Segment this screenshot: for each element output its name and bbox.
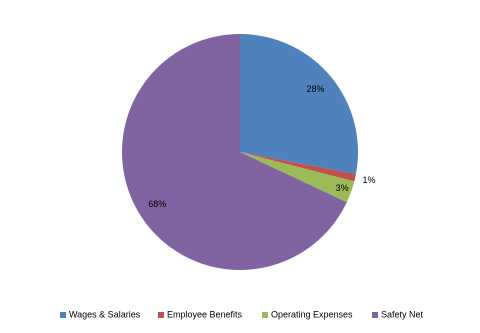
pie-slice xyxy=(122,33,347,270)
legend-swatch xyxy=(262,312,268,318)
data-label: 3% xyxy=(336,183,349,193)
legend-swatch xyxy=(158,312,164,318)
pie-slice xyxy=(240,34,358,175)
pie-slice xyxy=(240,152,356,182)
legend-label: Employee Benefits xyxy=(167,309,243,319)
legend-swatch xyxy=(372,312,378,318)
data-label: 68% xyxy=(148,199,166,209)
legend-label: Operating Expenses xyxy=(271,309,353,319)
data-label: 28% xyxy=(306,84,324,94)
data-label: 1% xyxy=(362,175,375,185)
legend-label: Wages & Salaries xyxy=(69,309,141,319)
pie-slice xyxy=(240,152,355,203)
legend-label: Safety Net xyxy=(381,309,424,319)
legend-swatch xyxy=(60,312,66,318)
